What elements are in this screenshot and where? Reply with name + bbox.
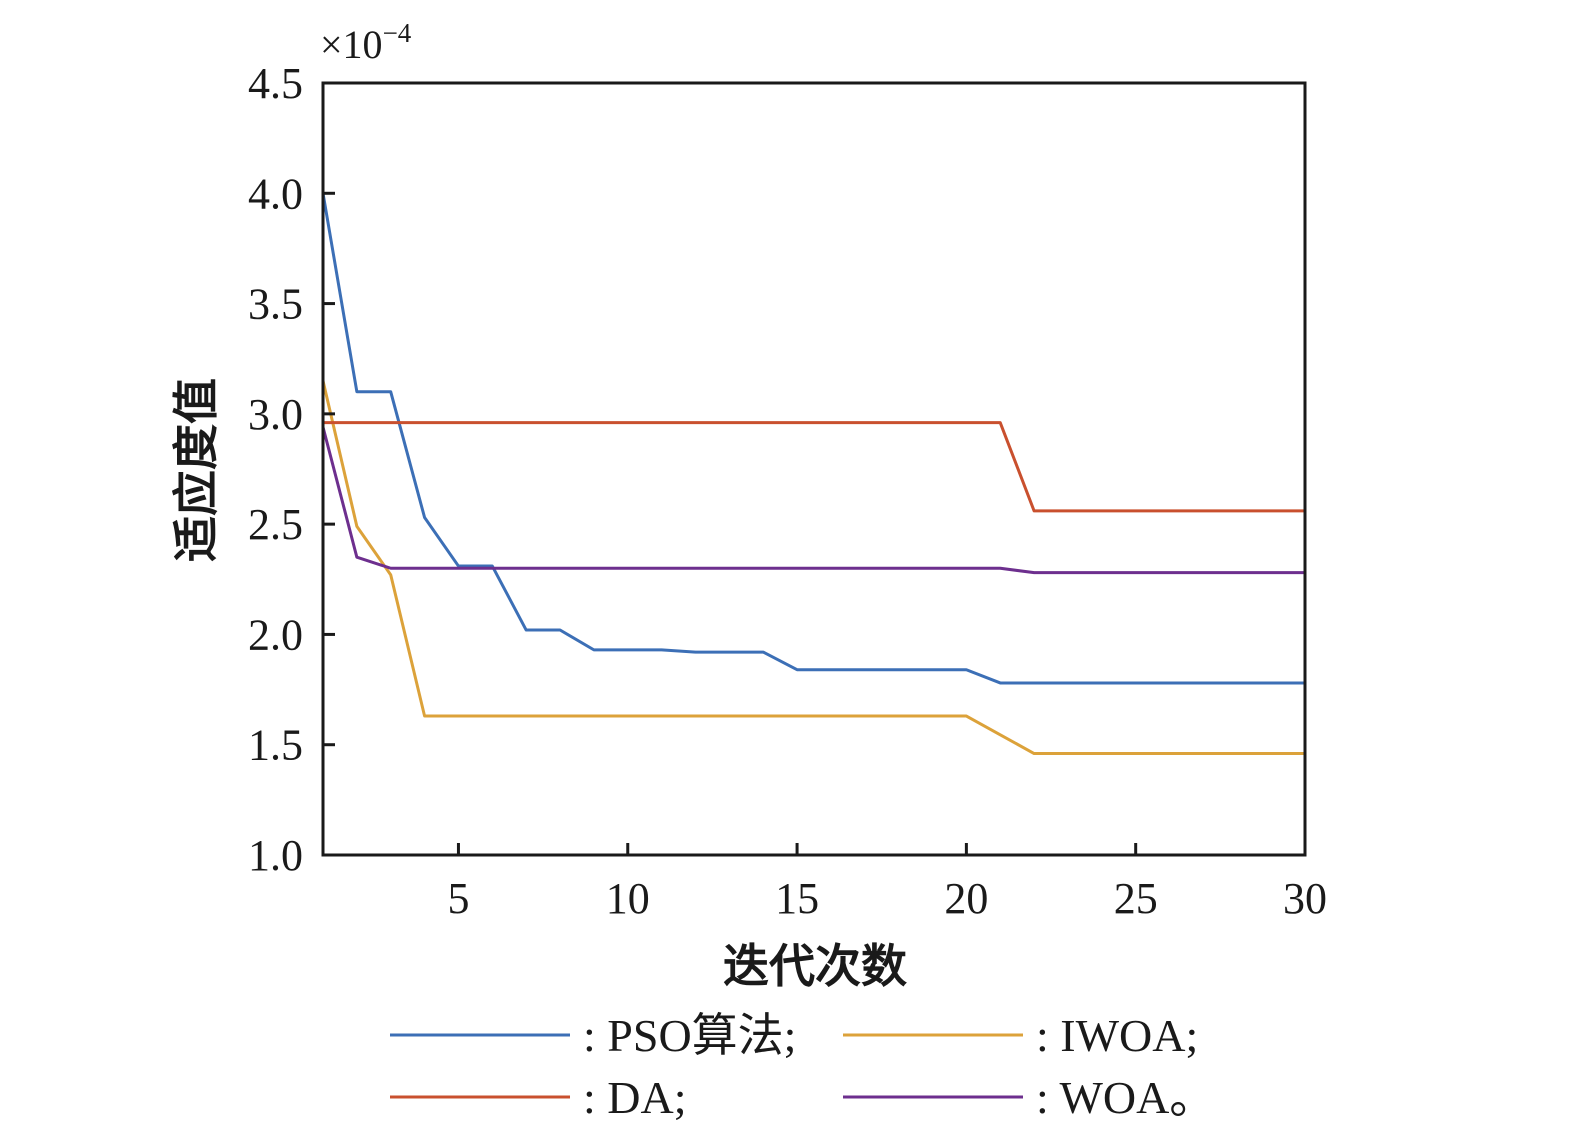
- x-tick-label: 20: [944, 874, 988, 923]
- legend-label-2: : DA;: [583, 1072, 687, 1123]
- x-axis-label: 迭代次数: [723, 939, 907, 993]
- y-tick-label: 1.0: [248, 831, 303, 880]
- series-line-2: [323, 421, 1305, 513]
- x-tick-label: 5: [447, 874, 469, 923]
- series-line-1: [321, 380, 1305, 756]
- y-multiplier-base: ×10: [320, 22, 383, 67]
- series-line-0: [321, 193, 1305, 685]
- y-tick-label: 4.0: [248, 169, 303, 218]
- y-tick-label: 3.5: [248, 280, 303, 329]
- plot-frame: [321, 81, 1307, 857]
- y-axis-label: 适应度值: [169, 378, 223, 562]
- series-layer: [321, 193, 1305, 756]
- legend: : PSO算法; : IWOA; : DA; : WOA。: [390, 1010, 1215, 1123]
- y-tick-label: 3.0: [248, 390, 303, 439]
- x-tick-label: 30: [1283, 874, 1327, 923]
- legend-label-1: : IWOA;: [1036, 1010, 1198, 1061]
- x-tick-label: 10: [606, 874, 650, 923]
- y-tick-label: 1.5: [248, 721, 303, 770]
- legend-label-3: : WOA。: [1036, 1072, 1215, 1123]
- x-tick-label: 15: [775, 874, 819, 923]
- y-multiplier: ×10−4: [320, 18, 412, 67]
- series-line-3: [321, 426, 1305, 575]
- x-tick-label: 25: [1114, 874, 1158, 923]
- ticks-layer: 5 10 15 20 25 30 1.0 1.5 2.0 2.5 3.0 3.5 4.0 4.5: [248, 59, 1327, 923]
- legend-label-0: : PSO算法;: [583, 1010, 796, 1061]
- y-tick-label: 2.5: [248, 500, 303, 549]
- y-tick-label: 4.5: [248, 59, 303, 108]
- y-tick-label: 2.0: [248, 610, 303, 659]
- y-multiplier-exponent: −4: [383, 18, 412, 48]
